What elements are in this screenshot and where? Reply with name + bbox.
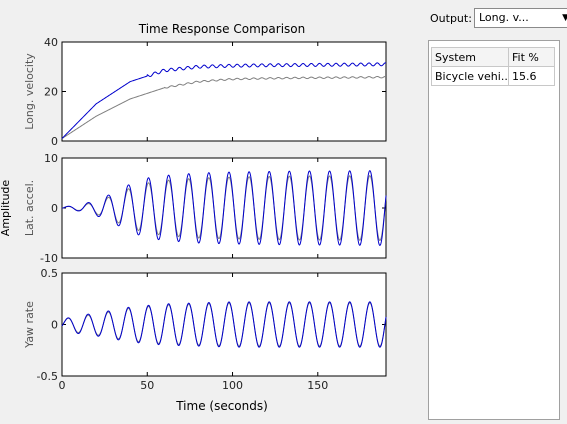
time-response-figure: Time Response Comparison Time (seconds) … [0,22,387,413]
series-line [61,75,387,139]
y-axis-label: Lat. accel. [23,180,36,236]
series-line [61,170,387,247]
output-selected-value: Long. v... [479,11,529,24]
fit-table-header-row: System Fit % [431,47,555,67]
y-tick-label: -0.5 [37,370,58,383]
fit-table: System Fit % Bicycle vehi... 15.6 [431,47,555,86]
table-row[interactable]: Bicycle vehi... 15.6 [431,66,555,86]
x-tick-label: 50 [140,379,154,392]
series-line [61,62,387,139]
dropdown-arrow-icon: ▼ [562,13,567,23]
y-tick-label: -10 [40,252,58,265]
x-tick-label: 150 [307,379,328,392]
plot-area: Time Response Comparison Time (seconds) … [0,22,387,413]
output-label: Output: [430,12,472,25]
side-panel: Output: Long. v... ▼ System Fit % Bicycl… [424,0,567,424]
system-cell[interactable]: Bicycle vehi... [431,66,509,86]
output-dropdown[interactable]: Long. v... ▼ [474,8,567,28]
y-tick-label: 0 [51,319,58,332]
y-tick-label: 0.5 [41,267,59,280]
series-line [61,301,387,348]
amplitude-label: Amplitude [0,180,12,237]
chart-title: Time Response Comparison [138,22,305,36]
y-tick-label: 40 [44,36,58,49]
x-axis-label: Time (seconds) [175,399,268,413]
column-header-fit[interactable]: Fit % [508,47,555,67]
x-tick-label: 100 [222,379,243,392]
y-tick-label: 0 [51,135,58,148]
y-tick-label: 10 [44,152,58,165]
x-tick-label: 0 [59,379,66,392]
y-tick-label: 20 [44,86,58,99]
fit-cell[interactable]: 15.6 [508,66,555,86]
axes-box [61,41,387,142]
column-header-system[interactable]: System [431,47,509,67]
y-tick-label: 0 [51,202,58,215]
fit-table-frame: System Fit % Bicycle vehi... 15.6 [428,40,560,420]
y-axis-label: Long. velocity [23,53,36,130]
y-axis-label: Yaw rate [23,301,36,349]
